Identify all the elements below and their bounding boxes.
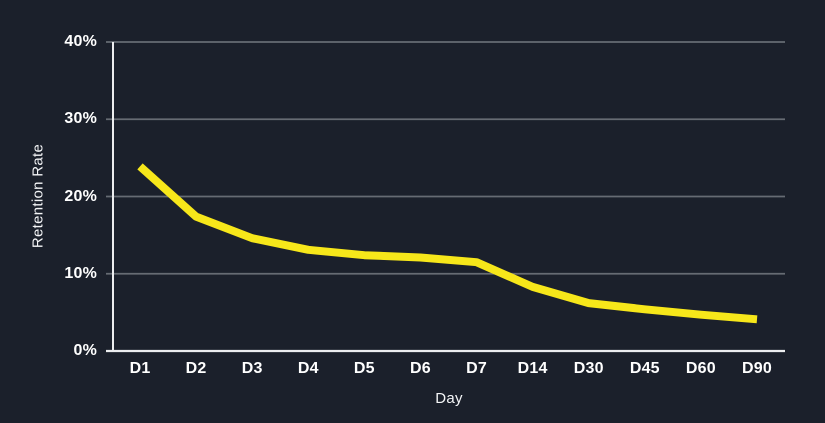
x-tick-label: D30	[573, 360, 604, 377]
retention-rate-line	[137, 163, 758, 324]
x-tick-label: D2	[185, 360, 207, 377]
x-tick-label: D90	[742, 360, 772, 377]
y-axis-title: Retention Rate	[29, 143, 47, 249]
x-tick-label: D7	[466, 360, 487, 377]
y-tick-label: 20%	[64, 187, 97, 205]
x-tick-label: D5	[353, 360, 375, 377]
x-tick-label: D3	[241, 360, 263, 377]
x-tick-label: D6	[410, 360, 431, 377]
x-tick-label: D4	[297, 360, 319, 377]
y-tick-label: 40%	[64, 33, 97, 50]
y-tick-label: 10%	[64, 264, 97, 282]
x-tick-label: D1	[129, 360, 151, 377]
x-tick-label: D14	[517, 360, 548, 377]
y-tick-label: 0%	[73, 342, 97, 359]
x-tick-label: D60	[685, 360, 716, 377]
x-tick-label: D45	[629, 360, 660, 377]
y-tick-label: 30%	[64, 110, 97, 128]
x-axis-title: Day	[435, 390, 463, 407]
